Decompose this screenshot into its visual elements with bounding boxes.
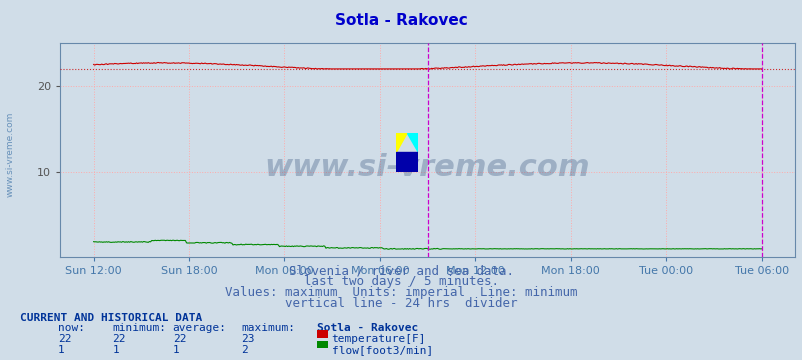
Polygon shape [396,152,418,172]
Polygon shape [407,133,418,152]
Text: flow[foot3/min]: flow[foot3/min] [331,345,432,355]
Polygon shape [396,133,407,152]
Text: minimum:: minimum: [112,323,166,333]
Text: CURRENT AND HISTORICAL DATA: CURRENT AND HISTORICAL DATA [20,313,202,323]
Text: 22: 22 [172,334,186,344]
Text: 2: 2 [241,345,247,355]
Text: maximum:: maximum: [241,323,294,333]
Text: average:: average: [172,323,226,333]
Text: 23: 23 [241,334,254,344]
Text: Slovenia / river and sea data.: Slovenia / river and sea data. [289,265,513,278]
Text: Sotla - Rakovec: Sotla - Rakovec [334,13,468,28]
Text: 22: 22 [112,334,126,344]
Text: www.si-vreme.com: www.si-vreme.com [265,153,589,182]
Text: 1: 1 [112,345,119,355]
Text: temperature[F]: temperature[F] [331,334,426,344]
Text: 1: 1 [58,345,64,355]
Text: now:: now: [58,323,85,333]
Text: vertical line - 24 hrs  divider: vertical line - 24 hrs divider [285,297,517,310]
Text: www.si-vreme.com: www.si-vreme.com [6,112,15,198]
Text: 1: 1 [172,345,179,355]
Text: Sotla - Rakovec: Sotla - Rakovec [317,323,418,333]
Text: 22: 22 [58,334,71,344]
Text: last two days / 5 minutes.: last two days / 5 minutes. [304,275,498,288]
Polygon shape [396,152,407,172]
Text: Values: maximum  Units: imperial  Line: minimum: Values: maximum Units: imperial Line: mi… [225,286,577,299]
